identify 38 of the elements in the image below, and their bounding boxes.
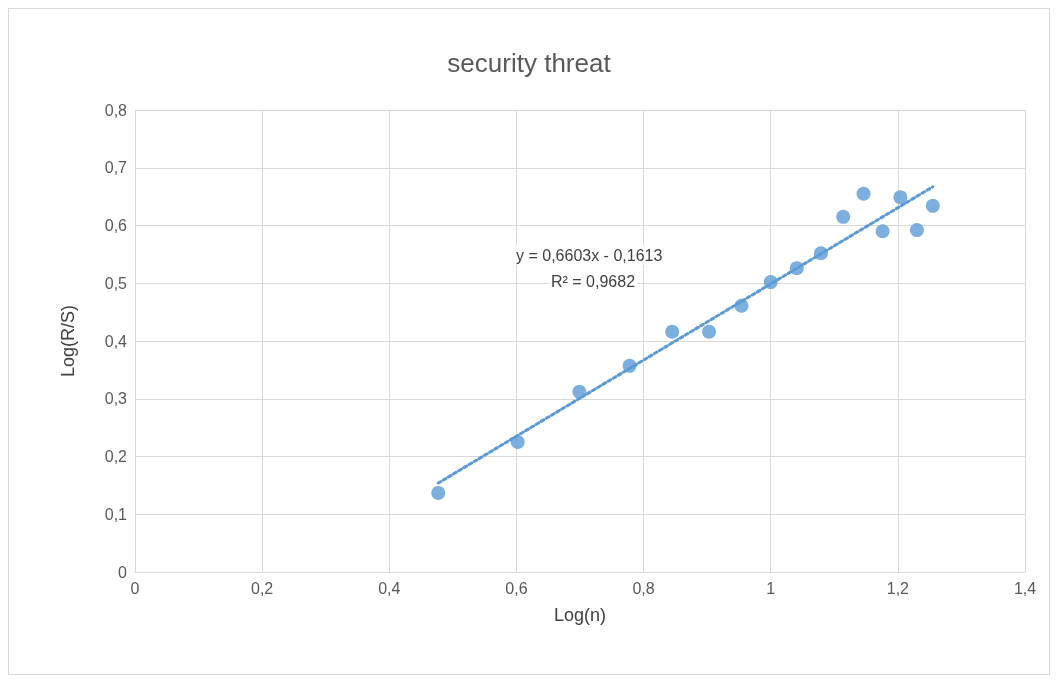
- x-tick-label: 1: [766, 579, 776, 597]
- point: [789, 261, 804, 276]
- annotation: R² = 0,9682: [551, 272, 636, 290]
- y-axis-title: Log(R/S): [58, 304, 78, 378]
- annotation: y = 0,6603x - 0,1613: [516, 246, 663, 264]
- point: [909, 223, 924, 238]
- point: [734, 298, 749, 313]
- point: [875, 224, 890, 239]
- point: [702, 324, 717, 339]
- y-tick-label: 0: [118, 563, 128, 581]
- x-tick-label: 1,2: [886, 579, 910, 597]
- x-axis-title: Log(n): [553, 605, 607, 625]
- point: [572, 384, 587, 399]
- point: [763, 275, 778, 290]
- y-tick-label: 0,6: [104, 217, 128, 234]
- point: [622, 358, 637, 373]
- y-tick-label: 0,1: [104, 505, 128, 523]
- point: [510, 435, 525, 450]
- x-tick-label: 1,4: [1013, 579, 1037, 597]
- y-tick-label: 0,7: [104, 159, 128, 177]
- y-tick-label: 0,8: [104, 101, 128, 119]
- x-tick-label: 0,4: [378, 579, 401, 597]
- y-tick-label: 0,4: [104, 332, 128, 350]
- point: [925, 198, 940, 213]
- point: [813, 246, 828, 261]
- x-tick-label: 0,2: [251, 579, 274, 597]
- point: [665, 324, 680, 339]
- x-tick-label: 0,6: [505, 579, 528, 597]
- point: [836, 209, 851, 224]
- chart-title: security threat: [447, 48, 612, 78]
- y-tick-label: 0,3: [104, 390, 128, 408]
- y-tick-label: 0,5: [104, 274, 128, 292]
- point: [856, 186, 871, 201]
- x-tick-label: 0,8: [632, 579, 655, 597]
- y-tick-label: 0,2: [104, 448, 128, 465]
- point: [893, 190, 908, 205]
- x-tick-label: 0: [130, 579, 140, 597]
- point: [431, 485, 446, 500]
